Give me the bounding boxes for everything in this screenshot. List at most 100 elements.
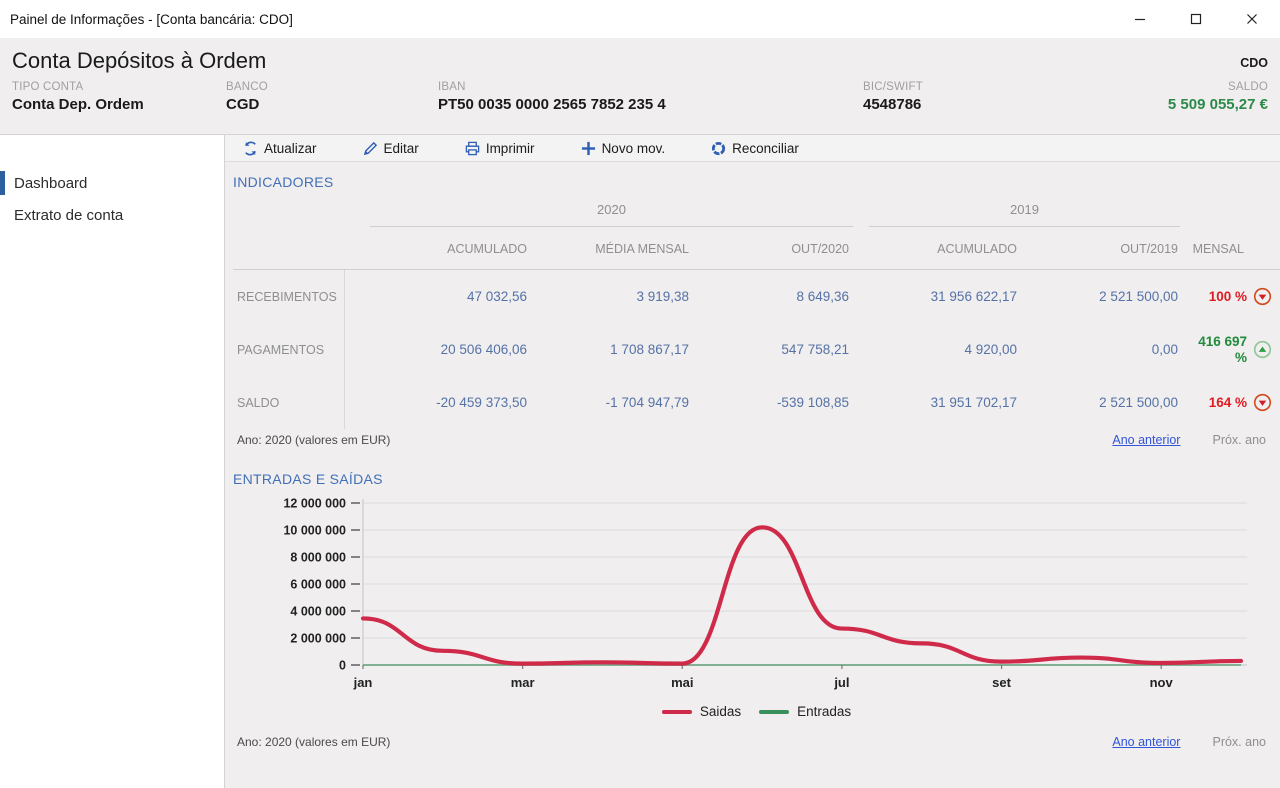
trend-up-icon — [1253, 340, 1272, 359]
year-group-2020: 2020 — [370, 192, 853, 227]
field-value: PT50 0035 0000 2565 7852 235 4 — [438, 96, 863, 113]
trend-down-icon — [1253, 287, 1272, 306]
field-value: Conta Dep. Ordem — [12, 96, 226, 113]
refresh-button[interactable]: Atualizar — [243, 141, 317, 156]
entradas-line-swatch — [759, 710, 789, 714]
field-iban: IBAN PT50 0035 0000 2565 7852 235 4 — [438, 81, 863, 113]
maximize-button[interactable] — [1168, 0, 1224, 38]
sidebar-item-dashboard[interactable]: Dashboard — [0, 167, 224, 199]
table-cell: 3 919,38 — [531, 270, 693, 323]
indicators-footer: Ano: 2020 (valores em EUR) Ano anterior … — [233, 429, 1280, 447]
table-cell: 31 956 622,17 — [853, 270, 1021, 323]
table-cell: 2 521 500,00 — [1021, 376, 1182, 429]
legend-label: Saidas — [700, 704, 741, 719]
percent-value: 416 697 % — [1185, 334, 1247, 365]
table-cell: 31 951 702,17 — [853, 376, 1021, 429]
sidebar-item-extrato[interactable]: Extrato de conta — [0, 199, 224, 231]
svg-text:2 000 000: 2 000 000 — [290, 632, 346, 646]
table-cell: -1 704 947,79 — [531, 376, 693, 429]
svg-text:8 000 000: 8 000 000 — [290, 551, 346, 565]
svg-text:mai: mai — [671, 675, 693, 690]
svg-text:jan: jan — [353, 675, 373, 690]
year-note: Ano: 2020 (valores em EUR) — [237, 433, 1112, 447]
svg-text:jul: jul — [833, 675, 849, 690]
toolbar: Atualizar Editar Imprimir Novo mov. Reco… — [225, 135, 1280, 162]
page-title: Conta Depósitos à Ordem — [12, 44, 1240, 74]
saidas-line-swatch — [662, 710, 692, 714]
active-indicator — [0, 171, 5, 195]
edit-button[interactable]: Editar — [363, 141, 419, 156]
minimize-button[interactable] — [1112, 0, 1168, 38]
field-label: IBAN — [438, 81, 863, 93]
new-movement-button[interactable]: Novo mov. — [581, 141, 666, 156]
indicators-table: 2020 2019 ACUMULADO MÉDIA MENSAL OUT/202… — [233, 192, 1280, 429]
field-value: CGD — [226, 96, 438, 113]
refresh-icon — [243, 141, 258, 156]
previous-year-link[interactable]: Ano anterior — [1112, 433, 1180, 447]
table-cell: -539 108,85 — [693, 376, 853, 429]
table-cell: 20 506 406,06 — [345, 323, 531, 376]
chart-footer: Ano: 2020 (valores em EUR) Ano anterior … — [233, 731, 1280, 749]
svg-text:nov: nov — [1150, 675, 1174, 690]
svg-text:12 000 000: 12 000 000 — [283, 497, 346, 511]
print-button[interactable]: Imprimir — [465, 141, 535, 156]
field-value: 4548786 — [863, 96, 1168, 113]
table-cell: 47 032,56 — [345, 270, 531, 323]
mensal-cell: 416 697 % — [1182, 323, 1280, 376]
printer-icon — [465, 141, 480, 156]
plus-icon — [581, 141, 596, 156]
table-cell: 2 521 500,00 — [1021, 270, 1182, 323]
table-cell: 8 649,36 — [693, 270, 853, 323]
account-header: Conta Depósitos à Ordem CDO TIPO CONTA C… — [0, 38, 1280, 135]
percent-value: 100 % — [1209, 289, 1247, 305]
trend-down-icon — [1253, 393, 1272, 412]
close-button[interactable] — [1224, 0, 1280, 38]
row-label-saldo: SALDO — [233, 376, 345, 429]
field-bic-swift: BIC/SWIFT 4548786 — [863, 81, 1168, 113]
column-header: MÉDIA MENSAL — [531, 227, 693, 269]
field-label: TIPO CONTA — [12, 81, 226, 93]
mensal-cell: 100 % — [1182, 270, 1280, 323]
reconcile-icon — [711, 141, 726, 156]
svg-text:set: set — [992, 675, 1011, 690]
column-header: OUT/2020 — [693, 227, 853, 269]
sidebar-item-label: Extrato de conta — [14, 207, 123, 224]
pencil-icon — [363, 141, 378, 156]
reconcile-button[interactable]: Reconciliar — [711, 141, 799, 156]
toolbar-button-label: Atualizar — [264, 141, 317, 156]
svg-text:6 000 000: 6 000 000 — [290, 578, 346, 592]
toolbar-button-label: Novo mov. — [602, 141, 666, 156]
svg-text:0: 0 — [339, 659, 346, 673]
year-group-2019: 2019 — [869, 192, 1180, 227]
toolbar-button-label: Editar — [384, 141, 419, 156]
next-year-link: Próx. ano — [1212, 433, 1266, 447]
chart-legend: Saidas Entradas — [233, 704, 1280, 719]
title-bar: Painel de Informações - [Conta bancária:… — [0, 0, 1280, 38]
year-note: Ano: 2020 (valores em EUR) — [237, 735, 1112, 749]
table-cell: 0,00 — [1021, 323, 1182, 376]
field-label: BANCO — [226, 81, 438, 93]
indicators-section-title: INDICADORES — [233, 174, 1280, 190]
sidebar-item-label: Dashboard — [14, 175, 87, 192]
row-label-pagamentos: PAGAMENTOS — [233, 323, 345, 376]
entradas-saidas-chart: 0 2 000 000 4 000 000 6 000 000 8 000 000 10 … — [233, 493, 1280, 700]
table-cell: 547 758,21 — [693, 323, 853, 376]
previous-year-link[interactable]: Ano anterior — [1112, 735, 1180, 749]
window-title: Painel de Informações - [Conta bancária:… — [0, 12, 1112, 27]
legend-item-entradas: Entradas — [759, 704, 851, 719]
table-cell: 1 708 867,17 — [531, 323, 693, 376]
table-cell: -20 459 373,50 — [345, 376, 531, 429]
percent-value: 164 % — [1209, 395, 1247, 411]
svg-text:4 000 000: 4 000 000 — [290, 605, 346, 619]
svg-text:mar: mar — [511, 675, 535, 690]
toolbar-button-label: Imprimir — [486, 141, 535, 156]
field-banco: BANCO CGD — [226, 81, 438, 113]
legend-item-saidas: Saidas — [662, 704, 741, 719]
svg-text:10 000 000: 10 000 000 — [283, 524, 346, 538]
field-saldo: SALDO 5 509 055,27 € — [1168, 81, 1268, 113]
saldo-value: 5 509 055,27 € — [1168, 96, 1268, 113]
sidebar: Dashboard Extrato de conta — [0, 135, 225, 788]
minimize-icon — [1134, 13, 1146, 25]
field-label: BIC/SWIFT — [863, 81, 1168, 93]
field-tipo-conta: TIPO CONTA Conta Dep. Ordem — [12, 81, 226, 113]
